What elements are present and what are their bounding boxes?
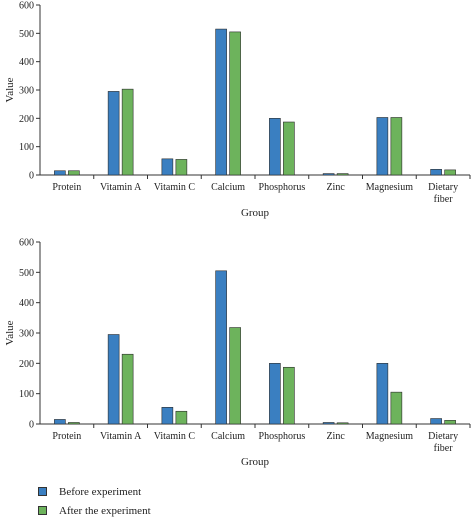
chart-top: 0 100 200 300 400 500 600 Value Protein Vitamin A… xyxy=(4,1,471,219)
y-tick-label: 300 xyxy=(19,329,34,340)
x-tick-label: Zinc xyxy=(326,182,345,193)
x-tick-label: Phosphorus xyxy=(259,431,306,442)
bar-after xyxy=(283,366,295,425)
bar-after xyxy=(68,170,80,176)
legend-swatch-before xyxy=(38,487,47,496)
legend-label-before: Before experiment xyxy=(59,485,142,498)
x-tick-label: Dietary xyxy=(428,182,458,193)
y-tick-label: 200 xyxy=(19,114,34,125)
legend-label-after: After the experiment xyxy=(59,504,151,517)
x-tick-label: Vitamin C xyxy=(154,431,196,442)
chart-bottom: 0 100 200 300 400 500 600 Value Protein Vitamin A… xyxy=(4,238,471,468)
bar-after xyxy=(283,121,295,176)
x-tick-label: Vitamin C xyxy=(154,182,196,193)
x-axis-title: Group xyxy=(241,207,270,219)
bar-before xyxy=(215,270,227,425)
bar-after xyxy=(121,353,134,425)
y-tick-label: 200 xyxy=(19,359,34,370)
y-tick-label: 400 xyxy=(19,298,34,309)
x-axis-title: Group xyxy=(241,456,270,468)
bar-before xyxy=(54,170,66,176)
bar-after xyxy=(390,391,403,425)
bar-before xyxy=(430,418,442,425)
bar-after xyxy=(444,169,456,176)
bar-before xyxy=(322,173,335,176)
y-tick-label: 300 xyxy=(19,86,34,97)
y-tick-label: 400 xyxy=(19,57,34,68)
bar-before xyxy=(430,169,442,176)
y-tick-label: 0 xyxy=(29,420,34,431)
y-tick-label: 600 xyxy=(19,238,34,249)
bar-before xyxy=(107,91,120,176)
y-axis-title: Value xyxy=(4,320,16,345)
bar-after xyxy=(390,117,403,176)
bar-before xyxy=(269,363,281,425)
bar-after xyxy=(68,422,80,425)
x-tick-label: Magnesium xyxy=(366,431,413,442)
y-tick-label: 100 xyxy=(19,389,34,400)
bar-before xyxy=(215,28,227,176)
x-tick-label: Dietary xyxy=(428,431,458,442)
bar-after xyxy=(229,31,241,176)
bar-before xyxy=(322,422,335,425)
bar-after xyxy=(229,327,241,425)
bar-before xyxy=(107,334,120,425)
y-tick-label: 600 xyxy=(19,1,34,12)
y-axis-title: Value xyxy=(4,77,16,102)
bar-after xyxy=(121,88,134,176)
bar-before xyxy=(54,419,66,425)
x-tick-label: Magnesium xyxy=(366,182,413,193)
bar-after xyxy=(336,173,349,176)
y-tick-label: 500 xyxy=(19,268,34,279)
legend-swatch-after xyxy=(38,506,47,515)
x-tick-label: Calcium xyxy=(211,431,245,442)
x-tick-label: Protein xyxy=(52,431,81,442)
legend-item-after: After the experiment xyxy=(38,501,151,520)
bar-before xyxy=(269,118,281,176)
y-tick-label: 500 xyxy=(19,29,34,40)
bar-after xyxy=(444,420,456,425)
bar-after xyxy=(336,422,349,425)
bar-before xyxy=(161,158,174,176)
y-tick-label: 100 xyxy=(19,142,34,153)
x-tick-label: Zinc xyxy=(326,431,345,442)
x-tick-label-line2: fiber xyxy=(434,194,454,205)
y-tick-label: 0 xyxy=(29,171,34,182)
bar-before xyxy=(376,117,389,176)
bar-before xyxy=(376,363,389,425)
bar-after xyxy=(175,159,188,176)
bar-before xyxy=(161,407,174,425)
x-tick-label-line2: fiber xyxy=(434,443,454,454)
x-tick-label: Protein xyxy=(52,182,81,193)
x-tick-label: Calcium xyxy=(211,182,245,193)
legend-item-before: Before experiment xyxy=(38,482,151,501)
x-tick-label: Phosphorus xyxy=(259,182,306,193)
legend: Before experiment After the experiment xyxy=(38,482,151,520)
x-tick-label: Vitamin A xyxy=(100,431,142,442)
x-tick-label: Vitamin A xyxy=(100,182,142,193)
bar-after xyxy=(175,410,188,425)
